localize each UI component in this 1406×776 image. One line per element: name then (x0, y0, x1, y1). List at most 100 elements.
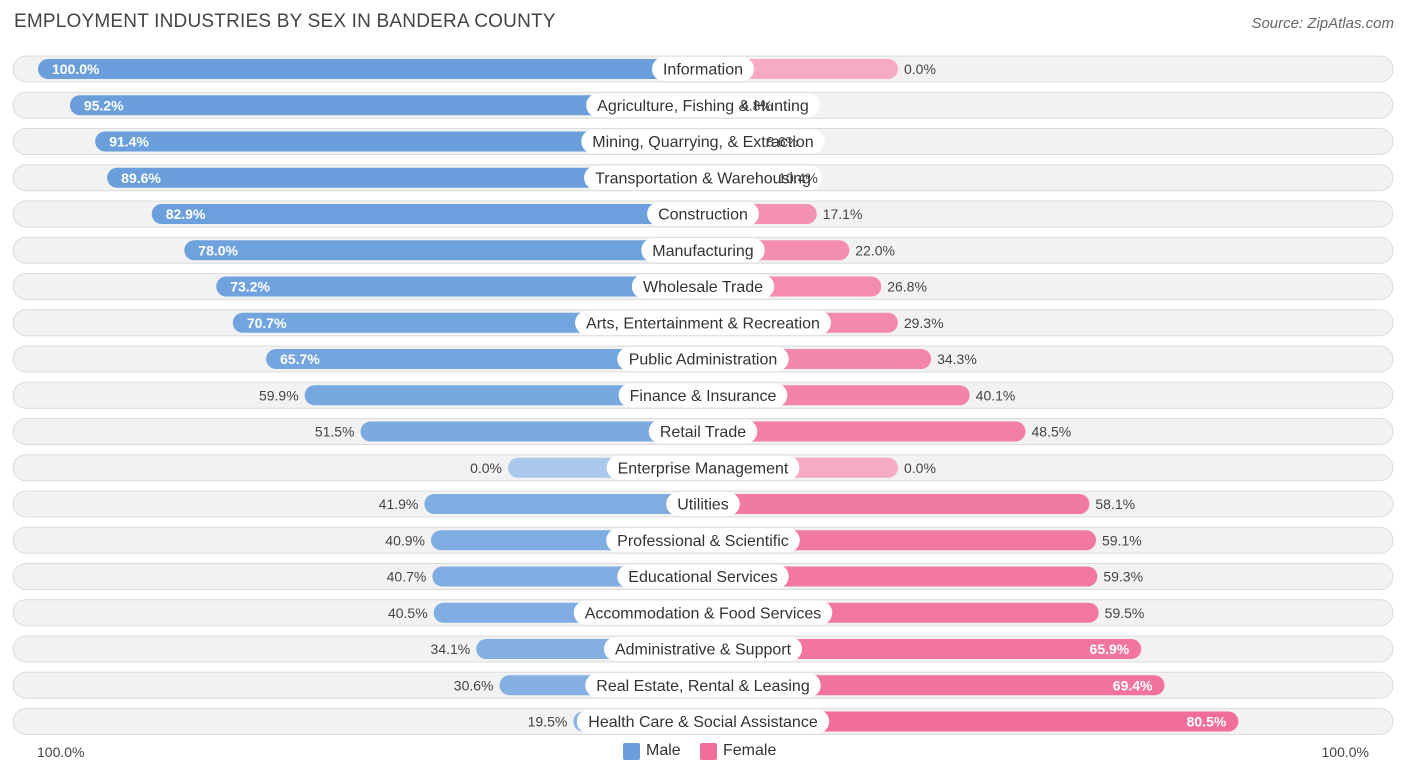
category-label: Accommodation & Food Services (585, 605, 822, 622)
male-value-label: 89.6% (121, 170, 161, 186)
female-value-label: 48.5% (1032, 424, 1072, 440)
female-value-label: 29.3% (904, 315, 944, 331)
female-value-label: 58.1% (1095, 496, 1135, 512)
female-value-label: 17.1% (823, 206, 863, 222)
male-value-label: 59.9% (259, 387, 299, 403)
category-pill (651, 57, 755, 81)
category-pill (576, 709, 830, 734)
legend-female[interactable]: Female (700, 742, 776, 760)
male-bar (95, 131, 703, 152)
female-value-label: 8.6% (766, 134, 798, 150)
male-value-label: 0.0% (470, 460, 502, 476)
female-value-label: 69.4% (1113, 677, 1153, 693)
category-pill (575, 310, 831, 335)
legend-male-label: Male (646, 742, 681, 759)
category-label: Enterprise Management (618, 460, 789, 477)
female-value-label: 0.0% (904, 61, 936, 77)
male-value-label: 65.7% (280, 351, 320, 367)
female-value-label: 59.3% (1103, 569, 1143, 585)
category-pill (606, 528, 800, 553)
male-value-label: 91.4% (109, 134, 149, 150)
male-bar (266, 349, 703, 369)
category-pill (666, 492, 740, 516)
category-pill (584, 165, 822, 190)
male-value-label: 78.0% (198, 242, 238, 258)
female-value-label: 59.5% (1105, 605, 1145, 621)
category-label: Manufacturing (652, 243, 753, 260)
female-bar (703, 639, 1142, 659)
category-pill (631, 274, 775, 299)
legend: Male Female (0, 742, 1406, 764)
category-pill (617, 564, 789, 589)
axis-left-label: 100.0% (37, 744, 85, 760)
category-pill (581, 129, 825, 154)
category-pill (606, 455, 800, 480)
male-bar (38, 59, 703, 79)
male-value-label: 73.2% (230, 279, 270, 295)
female-bar (703, 530, 1097, 551)
category-pill (573, 600, 833, 625)
male-value-label: 40.5% (388, 605, 428, 621)
male-value-label: 95.2% (84, 97, 124, 113)
category-label: Transportation & Warehousing (595, 170, 811, 187)
category-label: Construction (658, 207, 748, 224)
source-note: Source: ZipAtlas.com (1251, 15, 1394, 32)
male-value-label: 30.6% (454, 677, 494, 693)
female-value-label: 59.1% (1102, 532, 1142, 548)
male-value-label: 82.9% (166, 206, 206, 222)
category-label: Retail Trade (660, 424, 746, 441)
category-label: Mining, Quarrying, & Extraction (592, 134, 813, 151)
male-bar (184, 240, 704, 261)
axis-right-label: 100.0% (1321, 744, 1369, 760)
male-value-label: 41.9% (379, 496, 419, 512)
male-value-label: 51.5% (315, 424, 355, 440)
category-pill (586, 93, 820, 118)
category-pill (641, 238, 765, 263)
female-value-label: 0.0% (904, 460, 936, 476)
male-bar (360, 421, 703, 442)
male-value-label: 100.0% (52, 61, 100, 77)
male-bar (107, 167, 703, 188)
category-pill (603, 637, 803, 661)
female-value-label: 10.4% (778, 170, 818, 186)
category-pill (648, 419, 758, 444)
category-pill (618, 383, 788, 408)
category-label: Information (663, 62, 743, 79)
category-label: Wholesale Trade (643, 279, 763, 296)
female-value-label: 80.5% (1187, 714, 1227, 730)
female-value-label: 4.8% (741, 97, 773, 113)
female-value-label: 34.3% (937, 351, 977, 367)
male-bar (216, 276, 703, 297)
chart-title: EMPLOYMENT INDUSTRIES BY SEX IN BANDERA … (14, 11, 556, 32)
female-value-label: 26.8% (887, 279, 927, 295)
category-label: Educational Services (628, 569, 777, 586)
category-label: Agriculture, Fishing & Hunting (597, 98, 809, 115)
legend-male[interactable]: Male (623, 742, 681, 760)
category-label: Finance & Insurance (630, 388, 777, 405)
category-label: Real Estate, Rental & Leasing (596, 678, 809, 695)
male-bar (304, 385, 703, 406)
male-bar (424, 494, 703, 514)
male-value-label: 40.7% (387, 569, 427, 585)
legend-female-swatch (700, 742, 717, 760)
category-pill (585, 673, 821, 698)
category-label: Public Administration (629, 352, 778, 369)
legend-female-label: Female (723, 742, 777, 759)
female-bar (703, 566, 1098, 587)
male-bar (69, 95, 704, 116)
male-bar (151, 204, 704, 224)
category-pill (617, 347, 789, 371)
category-label: Health Care & Social Assistance (588, 714, 818, 731)
female-bar (703, 421, 1026, 442)
legend-male-swatch (623, 742, 640, 760)
category-label: Professional & Scientific (617, 533, 789, 550)
male-value-label: 70.7% (247, 315, 287, 331)
female-value-label: 22.0% (855, 242, 895, 258)
male-value-label: 34.1% (431, 641, 471, 657)
category-label: Utilities (677, 497, 729, 514)
category-label: Administrative & Support (615, 642, 792, 659)
category-pill (647, 202, 759, 226)
female-value-label: 65.9% (1090, 641, 1130, 657)
male-value-label: 40.9% (385, 532, 425, 548)
female-value-label: 40.1% (976, 387, 1016, 403)
